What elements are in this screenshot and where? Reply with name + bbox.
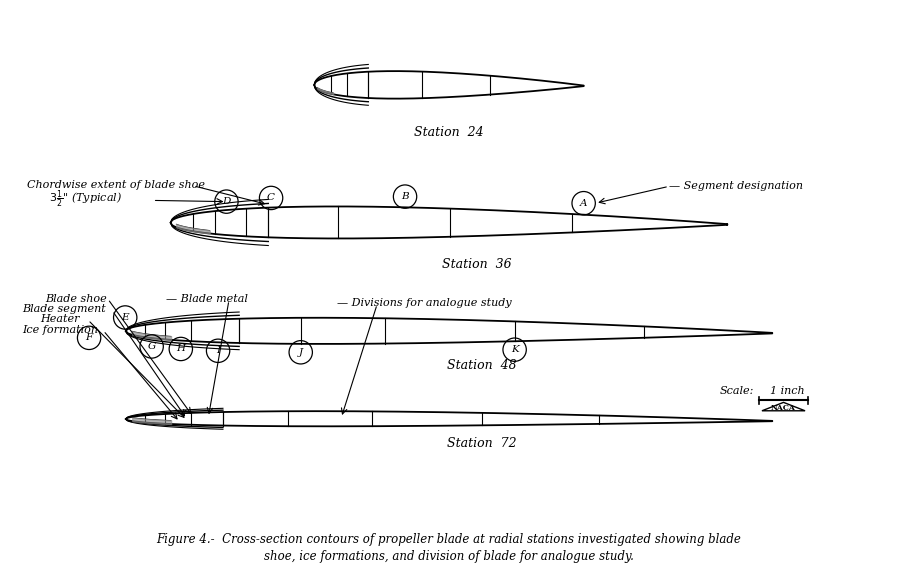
Text: NACA: NACA <box>771 404 796 413</box>
Text: Station  72: Station 72 <box>446 437 516 450</box>
Text: $3\frac{1}{2}$" (Typical): $3\frac{1}{2}$" (Typical) <box>49 189 122 210</box>
Text: Station  36: Station 36 <box>442 258 512 271</box>
Text: C: C <box>267 193 275 202</box>
Text: Station  48: Station 48 <box>446 359 516 372</box>
Text: — Segment designation: — Segment designation <box>669 181 803 192</box>
Text: — Blade metal: — Blade metal <box>166 294 248 304</box>
Text: Blade shoe: Blade shoe <box>45 294 107 304</box>
Text: Ice formation: Ice formation <box>22 325 99 335</box>
Text: J: J <box>299 347 303 357</box>
Text: F: F <box>85 333 92 342</box>
Text: I: I <box>216 346 220 355</box>
Text: E: E <box>121 313 129 322</box>
Text: — Divisions for analogue study: — Divisions for analogue study <box>337 298 511 308</box>
Text: 1 inch: 1 inch <box>770 386 805 396</box>
Text: Chordwise extent of blade shoe: Chordwise extent of blade shoe <box>27 179 205 190</box>
Text: H: H <box>176 345 185 353</box>
Text: G: G <box>147 342 155 351</box>
Text: Heater: Heater <box>40 314 80 325</box>
Text: Blade segment: Blade segment <box>22 304 106 315</box>
Text: Scale:: Scale: <box>720 386 754 396</box>
Text: shoe, ice formations, and division of blade for analogue study.: shoe, ice formations, and division of bl… <box>264 550 634 563</box>
Text: Figure 4.-  Cross-section contours of propeller blade at radial stations investi: Figure 4.- Cross-section contours of pro… <box>156 533 742 546</box>
Text: A: A <box>580 199 587 207</box>
Text: D: D <box>222 197 231 206</box>
Text: Station  24: Station 24 <box>414 126 484 139</box>
Text: B: B <box>401 192 409 201</box>
Text: K: K <box>511 345 518 354</box>
